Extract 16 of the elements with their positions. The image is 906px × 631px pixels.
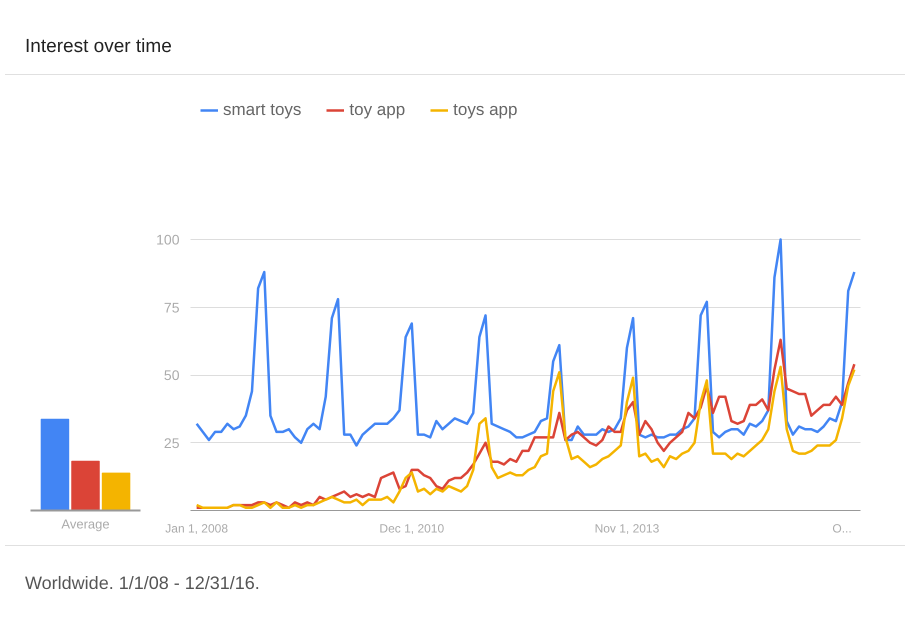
text: Worldwide. 1/1/08 - 12/31/16. xyxy=(25,572,260,595)
legend-label: smart toys xyxy=(223,100,302,120)
x-tick-label: Dec 1, 2010 xyxy=(379,522,444,536)
x-tick-label: Nov 1, 2013 xyxy=(594,522,660,536)
line-series xyxy=(195,366,856,510)
x-tick-label: O... xyxy=(832,522,852,536)
y-tick-label: 75 xyxy=(164,299,180,316)
x-axis-title: Average xyxy=(61,516,110,532)
y-tick-label: 50 xyxy=(164,367,180,384)
y-tick-label: 25 xyxy=(164,434,180,451)
x-tick-label: Jan 1, 2008 xyxy=(165,522,228,536)
legend-label: toys app xyxy=(453,100,518,120)
chart-title: Interest over time xyxy=(25,35,172,59)
line-series xyxy=(195,238,856,447)
y-tick-label: 100 xyxy=(156,232,180,248)
legend-label: toy app xyxy=(349,100,406,120)
